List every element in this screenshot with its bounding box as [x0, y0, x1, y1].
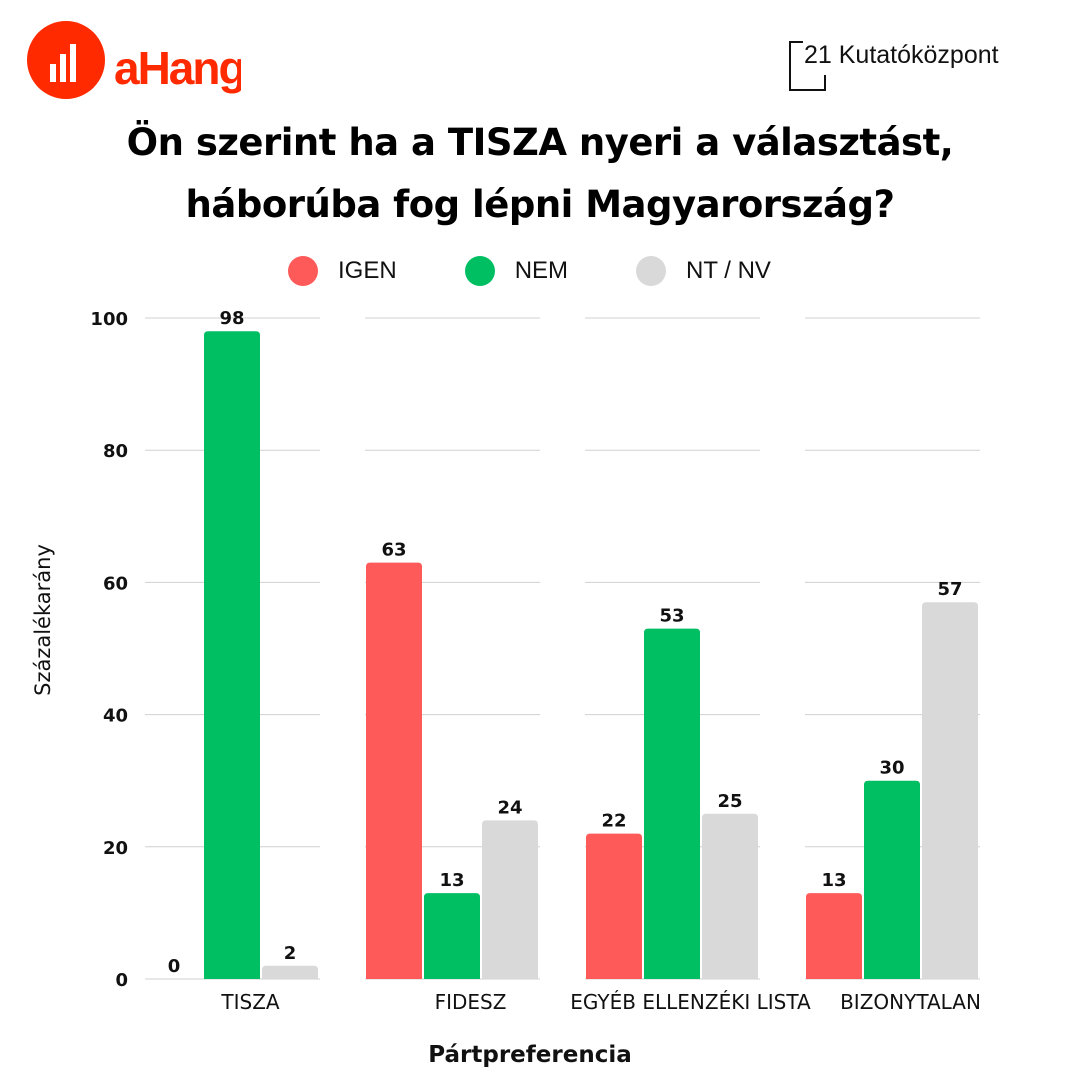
chart-title: Ön szerint ha a TISZA nyeri a választást… [0, 112, 1080, 236]
data-label: 22 [601, 811, 626, 832]
chart-title-line: háborúba fog lépni Magyarország? [185, 183, 895, 226]
data-label: 0 [168, 956, 181, 977]
data-label: 30 [879, 758, 904, 779]
legend-item-nem: NEM [464, 256, 569, 286]
x-tick-label: FIDESZ [435, 990, 507, 1014]
legend-swatch [288, 256, 318, 286]
legend: IGEN NEM NT / NV [288, 256, 771, 286]
data-label: 53 [659, 606, 684, 627]
svg-text:aHang: aHang [114, 42, 241, 94]
data-label: 98 [219, 308, 244, 329]
data-label: 63 [381, 540, 406, 561]
y-tick-label: 0 [115, 970, 128, 991]
y-tick-label: 80 [103, 441, 128, 462]
y-tick-label: 40 [103, 706, 128, 727]
data-label: 57 [937, 579, 962, 600]
bar-nem [204, 331, 260, 980]
chart-title-line: Ön szerint ha a TISZA nyeri a választást… [126, 121, 954, 164]
bar-nem [864, 780, 920, 979]
x-tick-label: EGYÉB ELLENZÉKI LISTA [570, 990, 811, 1014]
bar-igen [806, 893, 862, 979]
data-label: 13 [821, 870, 846, 891]
legend-swatch [464, 256, 495, 286]
bar-igen [586, 833, 642, 979]
bar-ntnv [262, 965, 318, 979]
y-tick-label: 20 [103, 838, 128, 859]
x-tick-label: TISZA [220, 990, 280, 1014]
legend-label: IGEN [338, 257, 397, 284]
bar-igen [366, 562, 422, 979]
data-label: 2 [284, 943, 297, 964]
bar-ntnv [702, 813, 758, 979]
bar-nem [424, 893, 480, 979]
bar-ntnv [482, 820, 538, 979]
legend-label: NT / NV [686, 257, 771, 284]
x-axis-title: Pártpreferencia [428, 1042, 631, 1068]
y-tick-label: 100 [90, 309, 128, 330]
legend-item-igen: IGEN [288, 256, 397, 286]
x-tick-label: BIZONYTALAN [840, 990, 981, 1014]
legend-item-ntnv: NT / NV [636, 256, 771, 286]
y-tick-label: 60 [103, 573, 128, 594]
bar-ntnv [922, 602, 978, 979]
y-axis-title: Százalékarány [31, 544, 55, 696]
data-label: 13 [439, 870, 464, 891]
svg-text:21 Kutatóközpont: 21 Kutatóközpont [804, 41, 999, 69]
legend-swatch [636, 256, 667, 286]
data-label: 25 [717, 791, 742, 812]
legend-label: NEM [514, 257, 569, 284]
kutatokozpont-logo: 21 Kutatóközpont [780, 38, 1070, 94]
bar-nem [644, 628, 700, 979]
data-label: 24 [497, 797, 522, 818]
ahang-logo: aHang [26, 20, 247, 100]
